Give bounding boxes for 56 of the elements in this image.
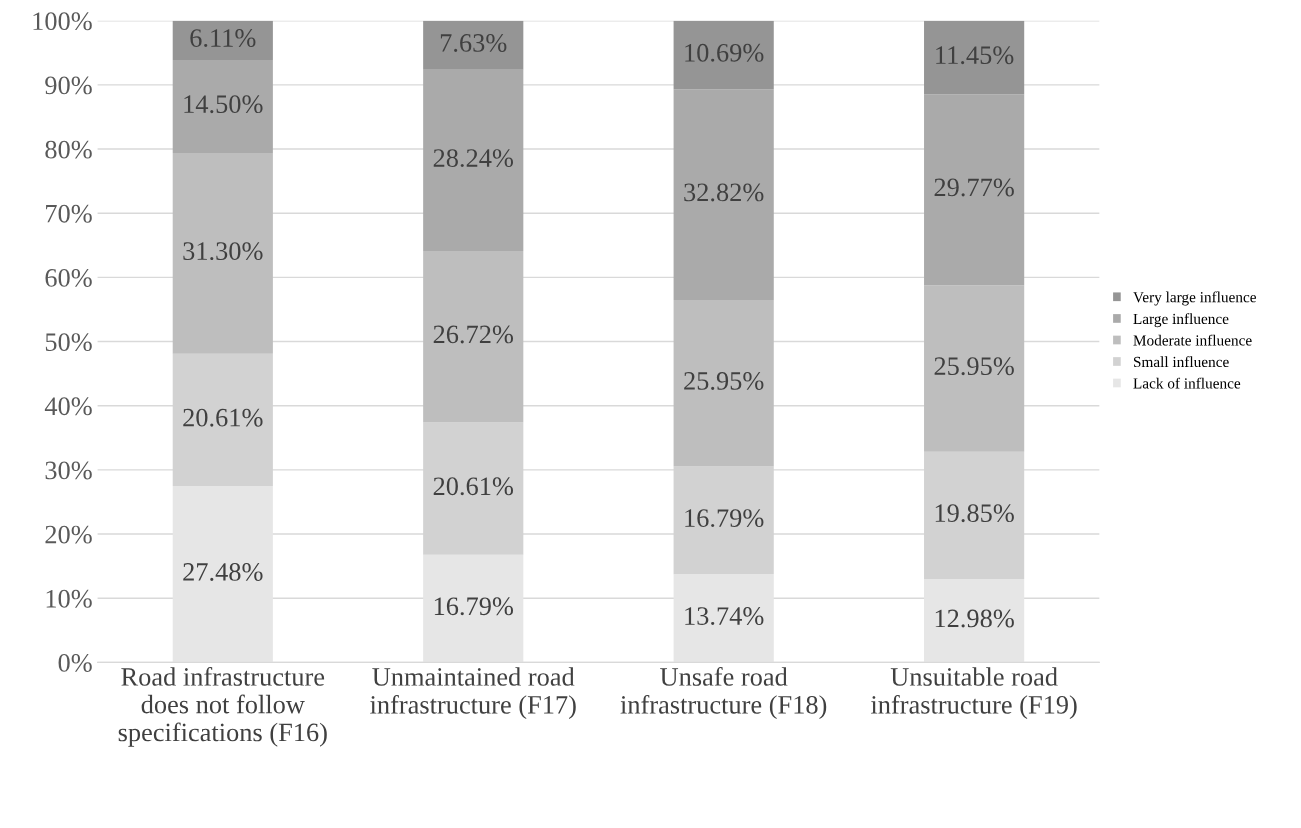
bar xyxy=(423,250,524,423)
bar xyxy=(673,299,774,467)
bar xyxy=(924,579,1025,663)
y-tick-label: 50% xyxy=(45,333,92,352)
legend-label: Moderate influence xyxy=(1133,334,1252,346)
data-label: 27.48% xyxy=(183,563,263,581)
y-tick-label: 40% xyxy=(44,397,92,416)
y-tick-label: 30% xyxy=(45,461,92,480)
bar xyxy=(172,20,273,60)
y-tick-label: 0% xyxy=(58,654,92,672)
bar xyxy=(423,20,524,70)
data-label: 25.95% xyxy=(934,357,1014,376)
x-tick-label: Unsuitable road infrastructure (F19) xyxy=(870,667,1077,720)
x-tick-label: Road infrastructure does not follow specifications (F16) xyxy=(118,666,327,747)
data-label: 31.30% xyxy=(183,242,263,261)
y-tick-label: 100% xyxy=(33,12,92,31)
y-tick-label: 60% xyxy=(45,268,92,287)
data-label: 20.61% xyxy=(433,477,514,496)
legend-label: Small influence xyxy=(1133,356,1229,368)
data-label: 32.82% xyxy=(684,183,764,202)
bar xyxy=(673,89,774,300)
data-label: 14.50% xyxy=(184,95,263,114)
data-label: 28.24% xyxy=(433,149,514,168)
bar xyxy=(924,20,1025,95)
data-label: 20.61% xyxy=(183,408,263,427)
y-tick-label: 80% xyxy=(45,140,92,159)
data-label: 16.79% xyxy=(434,597,514,616)
bar xyxy=(673,574,774,663)
data-label: 12.98% xyxy=(935,609,1014,628)
data-label: 29.77% xyxy=(934,178,1014,197)
y-tick-label: 20% xyxy=(45,525,92,544)
bar xyxy=(172,486,273,663)
bar xyxy=(924,285,1025,452)
data-label: 7.63% xyxy=(440,34,507,52)
bar xyxy=(423,69,524,251)
bar xyxy=(423,554,524,663)
data-label: 16.79% xyxy=(685,509,764,528)
bar xyxy=(673,20,774,90)
data-label: 26.72% xyxy=(433,325,514,344)
data-label: 10.69% xyxy=(685,43,764,62)
legend-label: Very large influence xyxy=(1133,291,1257,306)
data-label: 19.85% xyxy=(935,504,1014,523)
y-tick-label: 10% xyxy=(46,589,92,608)
x-tick-label: Unmaintained road infrastructure (F17) xyxy=(370,667,576,720)
legend-label: Lack of influence xyxy=(1133,377,1241,389)
data-label: 6.11% xyxy=(190,29,256,48)
data-label: 13.74% xyxy=(685,607,764,626)
bar xyxy=(172,152,273,354)
x-tick-label: Unsafe road infrastructure (F18) xyxy=(620,666,827,720)
y-tick-label: 90% xyxy=(45,76,92,95)
data-label: 11.45% xyxy=(936,46,1014,65)
legend-label: Large influence xyxy=(1133,313,1229,328)
data-label: 25.95% xyxy=(684,372,764,390)
bar xyxy=(172,59,273,153)
bar xyxy=(924,94,1025,286)
y-tick-label: 70% xyxy=(46,204,92,223)
